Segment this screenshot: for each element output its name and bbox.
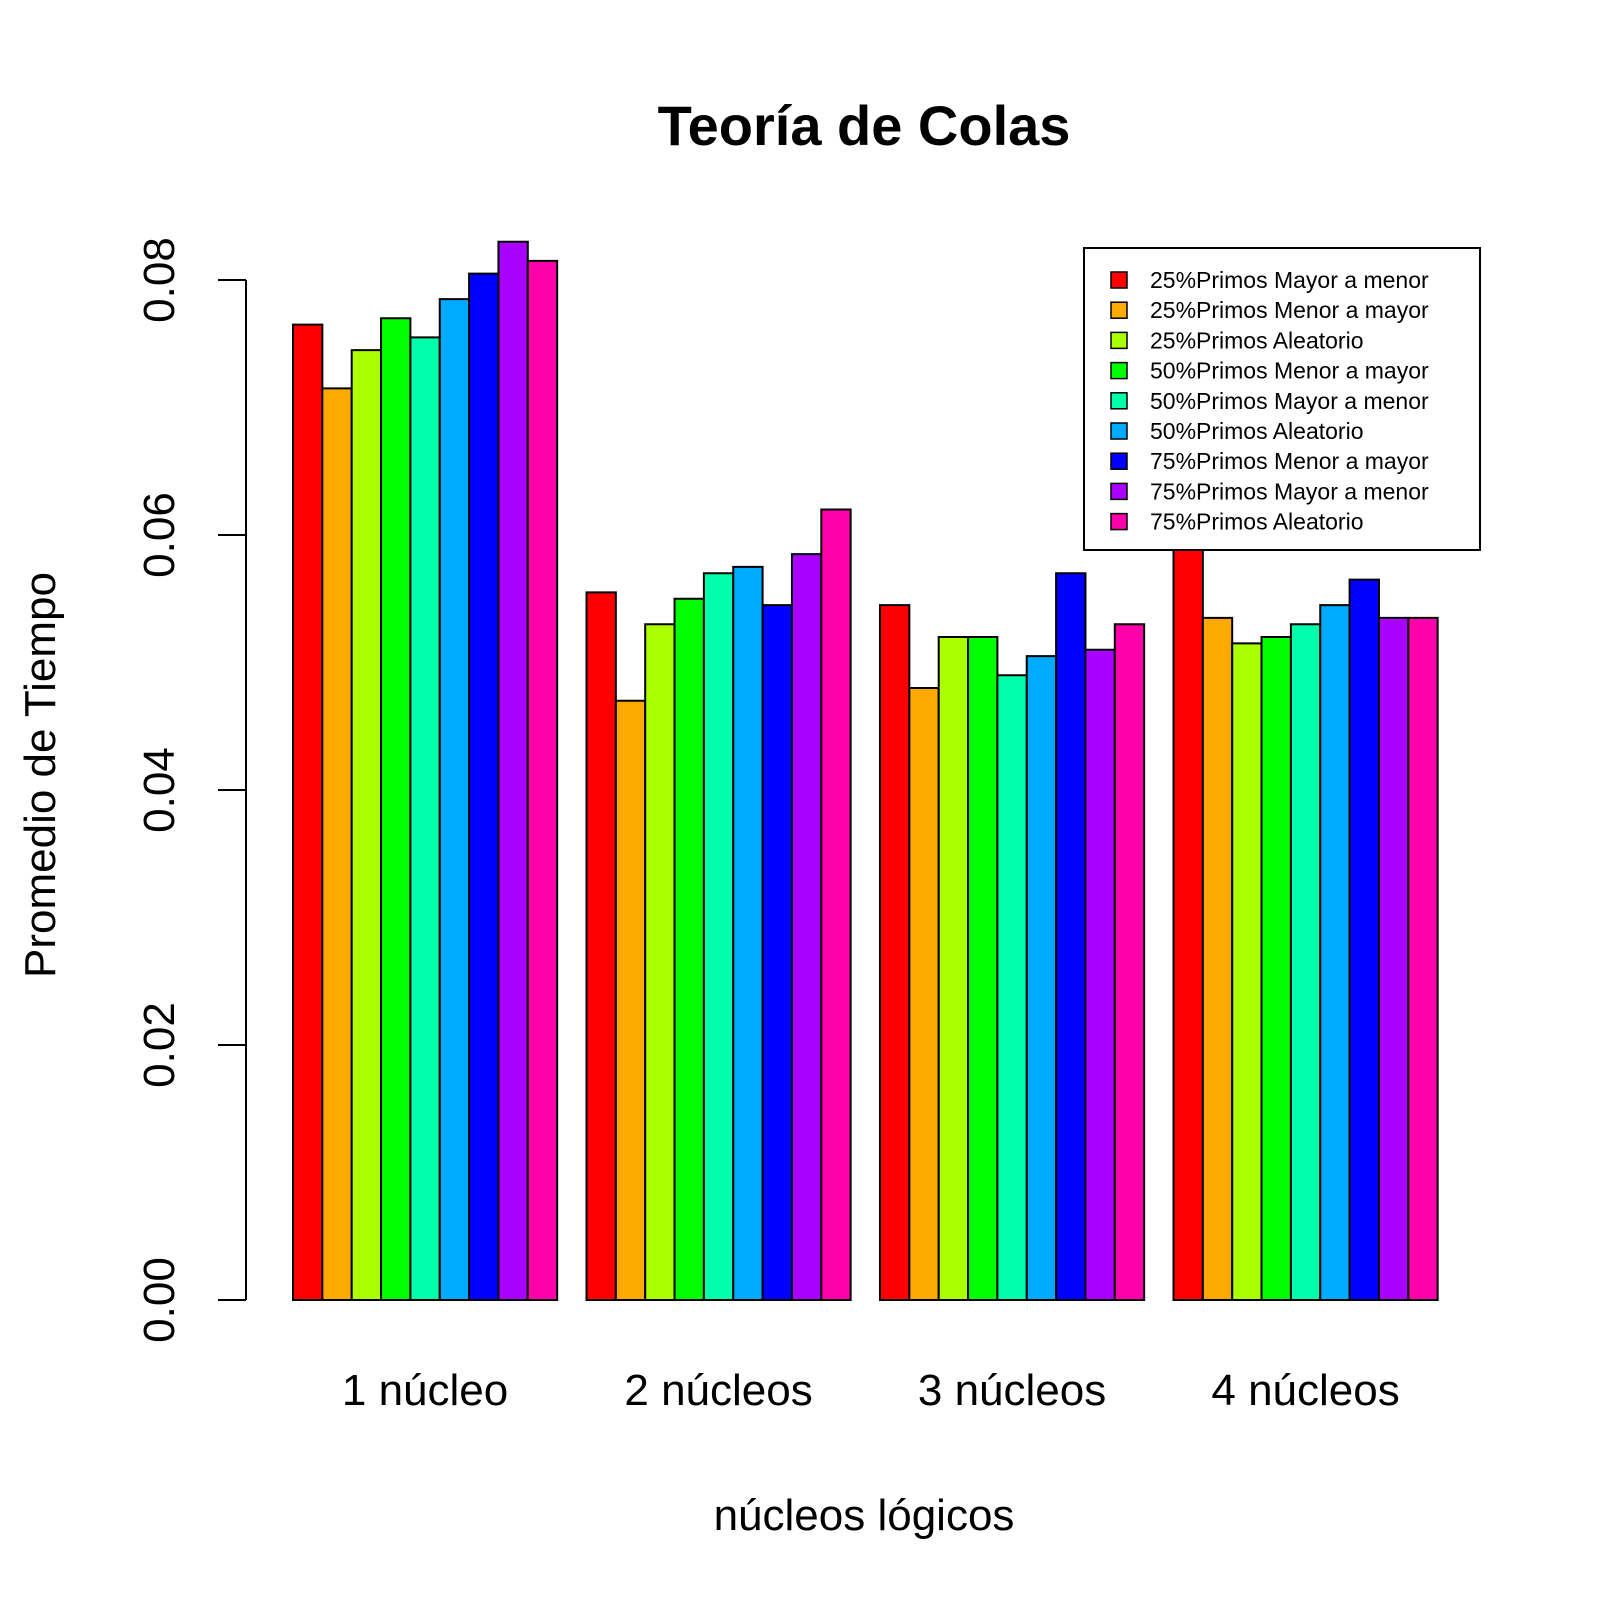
legend-swatch <box>1110 331 1128 350</box>
legend-swatch <box>1110 301 1128 319</box>
bar <box>644 623 676 1301</box>
legend-swatch <box>1110 271 1128 289</box>
bar <box>380 317 412 1301</box>
x-axis-label: núcleos lógicos <box>714 1491 1015 1540</box>
bar <box>1201 616 1234 1301</box>
legend-swatch <box>1110 512 1128 531</box>
bar <box>438 298 471 1301</box>
legend-label: 25%Primos Aleatorio <box>1150 327 1364 353</box>
bar <box>996 674 1028 1301</box>
y-tick-label: 0.00 <box>135 1257 184 1343</box>
legend: 25%Primos Mayor a menor 25%Primos Menor a… <box>1083 247 1481 551</box>
bar <box>1348 578 1380 1301</box>
legend-label: 75%Primos Menor a mayor <box>1150 448 1429 474</box>
bars-group <box>292 240 1439 1301</box>
x-tick-labels: 1 núcleo 2 núcleos 3 núcleos 4 núcleos <box>342 1366 1400 1415</box>
bar <box>468 272 500 1301</box>
bar <box>585 591 617 1301</box>
bar <box>1025 655 1058 1301</box>
legend-swatch <box>1110 392 1128 410</box>
bar <box>1407 616 1439 1301</box>
legend-label: 50%Primos Aleatorio <box>1150 418 1364 444</box>
bar <box>1084 648 1116 1301</box>
bar <box>1172 540 1204 1301</box>
bar <box>409 336 441 1301</box>
bar <box>702 572 735 1301</box>
y-tick-label: 0.06 <box>135 492 184 578</box>
x-tick-label: 1 núcleo <box>342 1366 508 1415</box>
bar <box>1289 623 1322 1301</box>
bar <box>497 240 529 1301</box>
legend-label: 25%Primos Mayor a menor <box>1150 267 1429 293</box>
y-axis: 0.00 0.02 0.04 0.06 0.08 <box>135 237 247 1343</box>
x-tick-label: 3 núcleos <box>918 1366 1106 1415</box>
legend-label: 50%Primos Mayor a menor <box>1150 388 1429 414</box>
bar <box>732 565 764 1301</box>
legend-swatch <box>1110 482 1128 501</box>
bar <box>673 597 705 1301</box>
y-tick-label: 0.02 <box>135 1002 184 1088</box>
bar <box>937 636 970 1301</box>
legend-label: 25%Primos Menor a mayor <box>1150 297 1429 323</box>
bar <box>321 387 353 1301</box>
x-tick-label: 2 núcleos <box>624 1366 812 1415</box>
legend-box <box>1083 247 1481 551</box>
bar <box>820 508 852 1301</box>
bar <box>1377 616 1410 1301</box>
y-tick-label: 0.08 <box>135 237 184 323</box>
bar <box>879 604 911 1301</box>
bar <box>1113 623 1146 1301</box>
bar <box>1231 642 1263 1301</box>
legend-label: 50%Primos Menor a mayor <box>1150 358 1429 384</box>
x-tick-label: 4 núcleos <box>1211 1366 1399 1415</box>
bar <box>1260 636 1292 1301</box>
chart-title: Teoría de Colas <box>658 94 1071 157</box>
bar <box>292 323 324 1301</box>
bar <box>614 699 647 1301</box>
legend-swatch <box>1110 452 1128 470</box>
legend-label: 75%Primos Mayor a menor <box>1150 478 1429 504</box>
y-axis-label: Promedio de Tiempo <box>16 572 65 978</box>
legend-label: 75%Primos Aleatorio <box>1150 509 1364 535</box>
bar <box>1055 572 1087 1301</box>
bar <box>526 259 559 1301</box>
bar <box>761 604 793 1301</box>
legend-swatch <box>1110 422 1128 440</box>
bar <box>790 553 823 1301</box>
bar <box>1319 604 1351 1301</box>
y-tick-label: 0.04 <box>135 747 184 833</box>
bar <box>967 636 999 1301</box>
bar <box>908 687 940 1301</box>
legend-swatch <box>1110 361 1128 380</box>
bar <box>350 349 383 1301</box>
